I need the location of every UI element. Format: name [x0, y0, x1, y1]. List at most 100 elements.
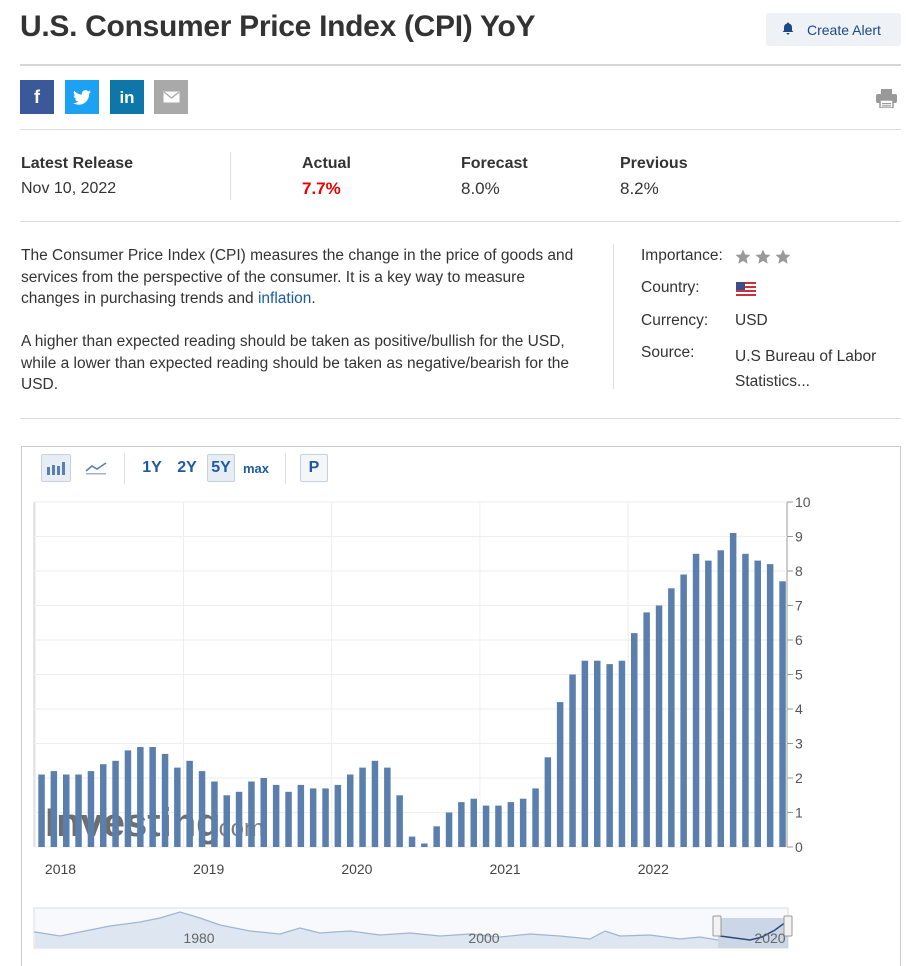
print-icon[interactable]	[876, 89, 897, 113]
navigator-selection-line	[719, 921, 787, 941]
chart-bar	[272, 784, 280, 847]
source-label: Source:	[641, 344, 695, 361]
page-title: U.S. Consumer Price Index (CPI) YoY	[20, 10, 536, 43]
p-button[interactable]: P	[300, 454, 328, 482]
previous-value: 8.2%	[620, 179, 659, 198]
y-tick-label: 5	[795, 667, 803, 683]
bell-icon	[782, 22, 794, 38]
range-1y-button[interactable]: 1Y	[142, 459, 162, 476]
chart-bar	[186, 760, 193, 848]
x-tick-label: 2018	[45, 861, 76, 877]
linkedin-share-button[interactable]: in	[110, 80, 144, 114]
bar-chart-button[interactable]	[41, 454, 71, 482]
y-tick-label: 4	[795, 701, 803, 717]
chart-bar	[112, 760, 119, 848]
description-period: .	[311, 290, 316, 307]
chart-bar	[63, 774, 70, 847]
chart-bar	[174, 767, 181, 847]
divider	[124, 453, 125, 484]
navigator-year-label: 2000	[468, 930, 499, 946]
country-label: Country:	[641, 279, 700, 296]
source-link[interactable]: U.S Bureau of Labor Statistics...	[735, 348, 877, 390]
chart-bar	[680, 574, 687, 847]
range-2y-button[interactable]: 2Y	[177, 459, 197, 476]
forecast-value: 8.0%	[461, 179, 500, 198]
chart-bar	[309, 788, 317, 847]
description-paragraph-2: A higher than expected reading should be…	[21, 333, 570, 393]
latest-release-label: Latest Release	[21, 155, 134, 172]
line-chart-button[interactable]	[83, 454, 109, 482]
inflation-link[interactable]: inflation	[257, 290, 312, 307]
chart-bar	[75, 774, 82, 847]
chart-bar	[235, 791, 243, 847]
chart-bar	[248, 781, 255, 847]
chart-bar	[532, 788, 539, 847]
twitter-icon	[73, 89, 91, 105]
navigator-year-label: 2020	[754, 930, 785, 946]
x-tick-label: 2020	[341, 861, 372, 877]
chart-bar	[384, 767, 391, 847]
navigator-handle-right	[783, 915, 793, 937]
facebook-icon: f	[34, 87, 41, 107]
bar-chart-icon	[47, 462, 65, 475]
divider	[285, 453, 286, 484]
chart-bar	[692, 553, 700, 848]
chart-bar	[100, 764, 107, 847]
us-flag-icon	[736, 282, 756, 301]
chart-bar	[334, 784, 342, 847]
chart-bar	[223, 795, 230, 848]
currency-label: Currency:	[641, 312, 709, 329]
chart-bar	[198, 771, 206, 847]
chart-bar	[507, 802, 515, 847]
navigator-year-label: 1980	[183, 930, 214, 946]
facebook-share-button[interactable]: f	[20, 80, 54, 114]
twitter-share-button[interactable]	[65, 80, 99, 114]
y-tick-label: 7	[795, 598, 803, 614]
star-icon	[735, 249, 751, 264]
linkedin-icon: in	[119, 88, 134, 107]
chart-bar	[643, 612, 650, 847]
chart-bar	[618, 660, 626, 847]
previous-label: Previous	[620, 155, 688, 172]
navigator-line	[34, 911, 719, 941]
actual-label: Actual	[302, 155, 351, 172]
chart-bar	[38, 774, 45, 847]
chart-bar	[519, 798, 527, 847]
linkedin-glyph: in	[119, 88, 134, 107]
chart-bar	[729, 533, 737, 847]
chart-bar	[470, 798, 477, 847]
mail-icon	[163, 91, 179, 103]
star-icon	[775, 249, 791, 264]
navigator-handle-left	[712, 915, 722, 937]
x-tick-label: 2022	[638, 861, 669, 877]
chart-bar	[766, 564, 774, 847]
y-tick-label: 6	[795, 632, 803, 648]
chart-bar	[668, 588, 675, 848]
chart-bar	[211, 781, 218, 847]
email-share-button[interactable]	[154, 80, 188, 114]
create-alert-button[interactable]: Create Alert	[766, 13, 901, 46]
y-tick-label: 9	[795, 529, 803, 545]
chart-bar	[556, 702, 564, 847]
chart-bar	[544, 757, 552, 847]
line-chart-icon	[85, 462, 107, 475]
currency-value: USD	[735, 312, 768, 329]
chart-bar	[149, 747, 156, 847]
navigator-area	[35, 912, 718, 948]
navigator[interactable]: 1980 2000 2020	[33, 907, 793, 949]
chart-bar	[569, 674, 576, 847]
chart-bar	[371, 760, 379, 848]
chart-bar	[87, 771, 95, 847]
navigator-selection	[718, 918, 788, 948]
divider	[20, 64, 901, 66]
x-tick-label: 2019	[193, 861, 224, 877]
chart-bar	[655, 605, 663, 847]
chart-bar	[779, 581, 786, 847]
create-alert-label: Create Alert	[807, 21, 881, 38]
chart-bar	[421, 843, 428, 847]
chart-container	[21, 446, 901, 966]
range-max-button[interactable]: max	[242, 460, 270, 476]
forecast-label: Forecast	[461, 155, 528, 172]
range-5y-button[interactable]: 5Y	[207, 454, 235, 482]
